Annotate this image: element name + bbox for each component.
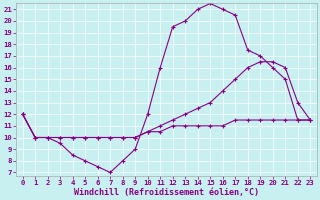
X-axis label: Windchill (Refroidissement éolien,°C): Windchill (Refroidissement éolien,°C) — [74, 188, 259, 197]
